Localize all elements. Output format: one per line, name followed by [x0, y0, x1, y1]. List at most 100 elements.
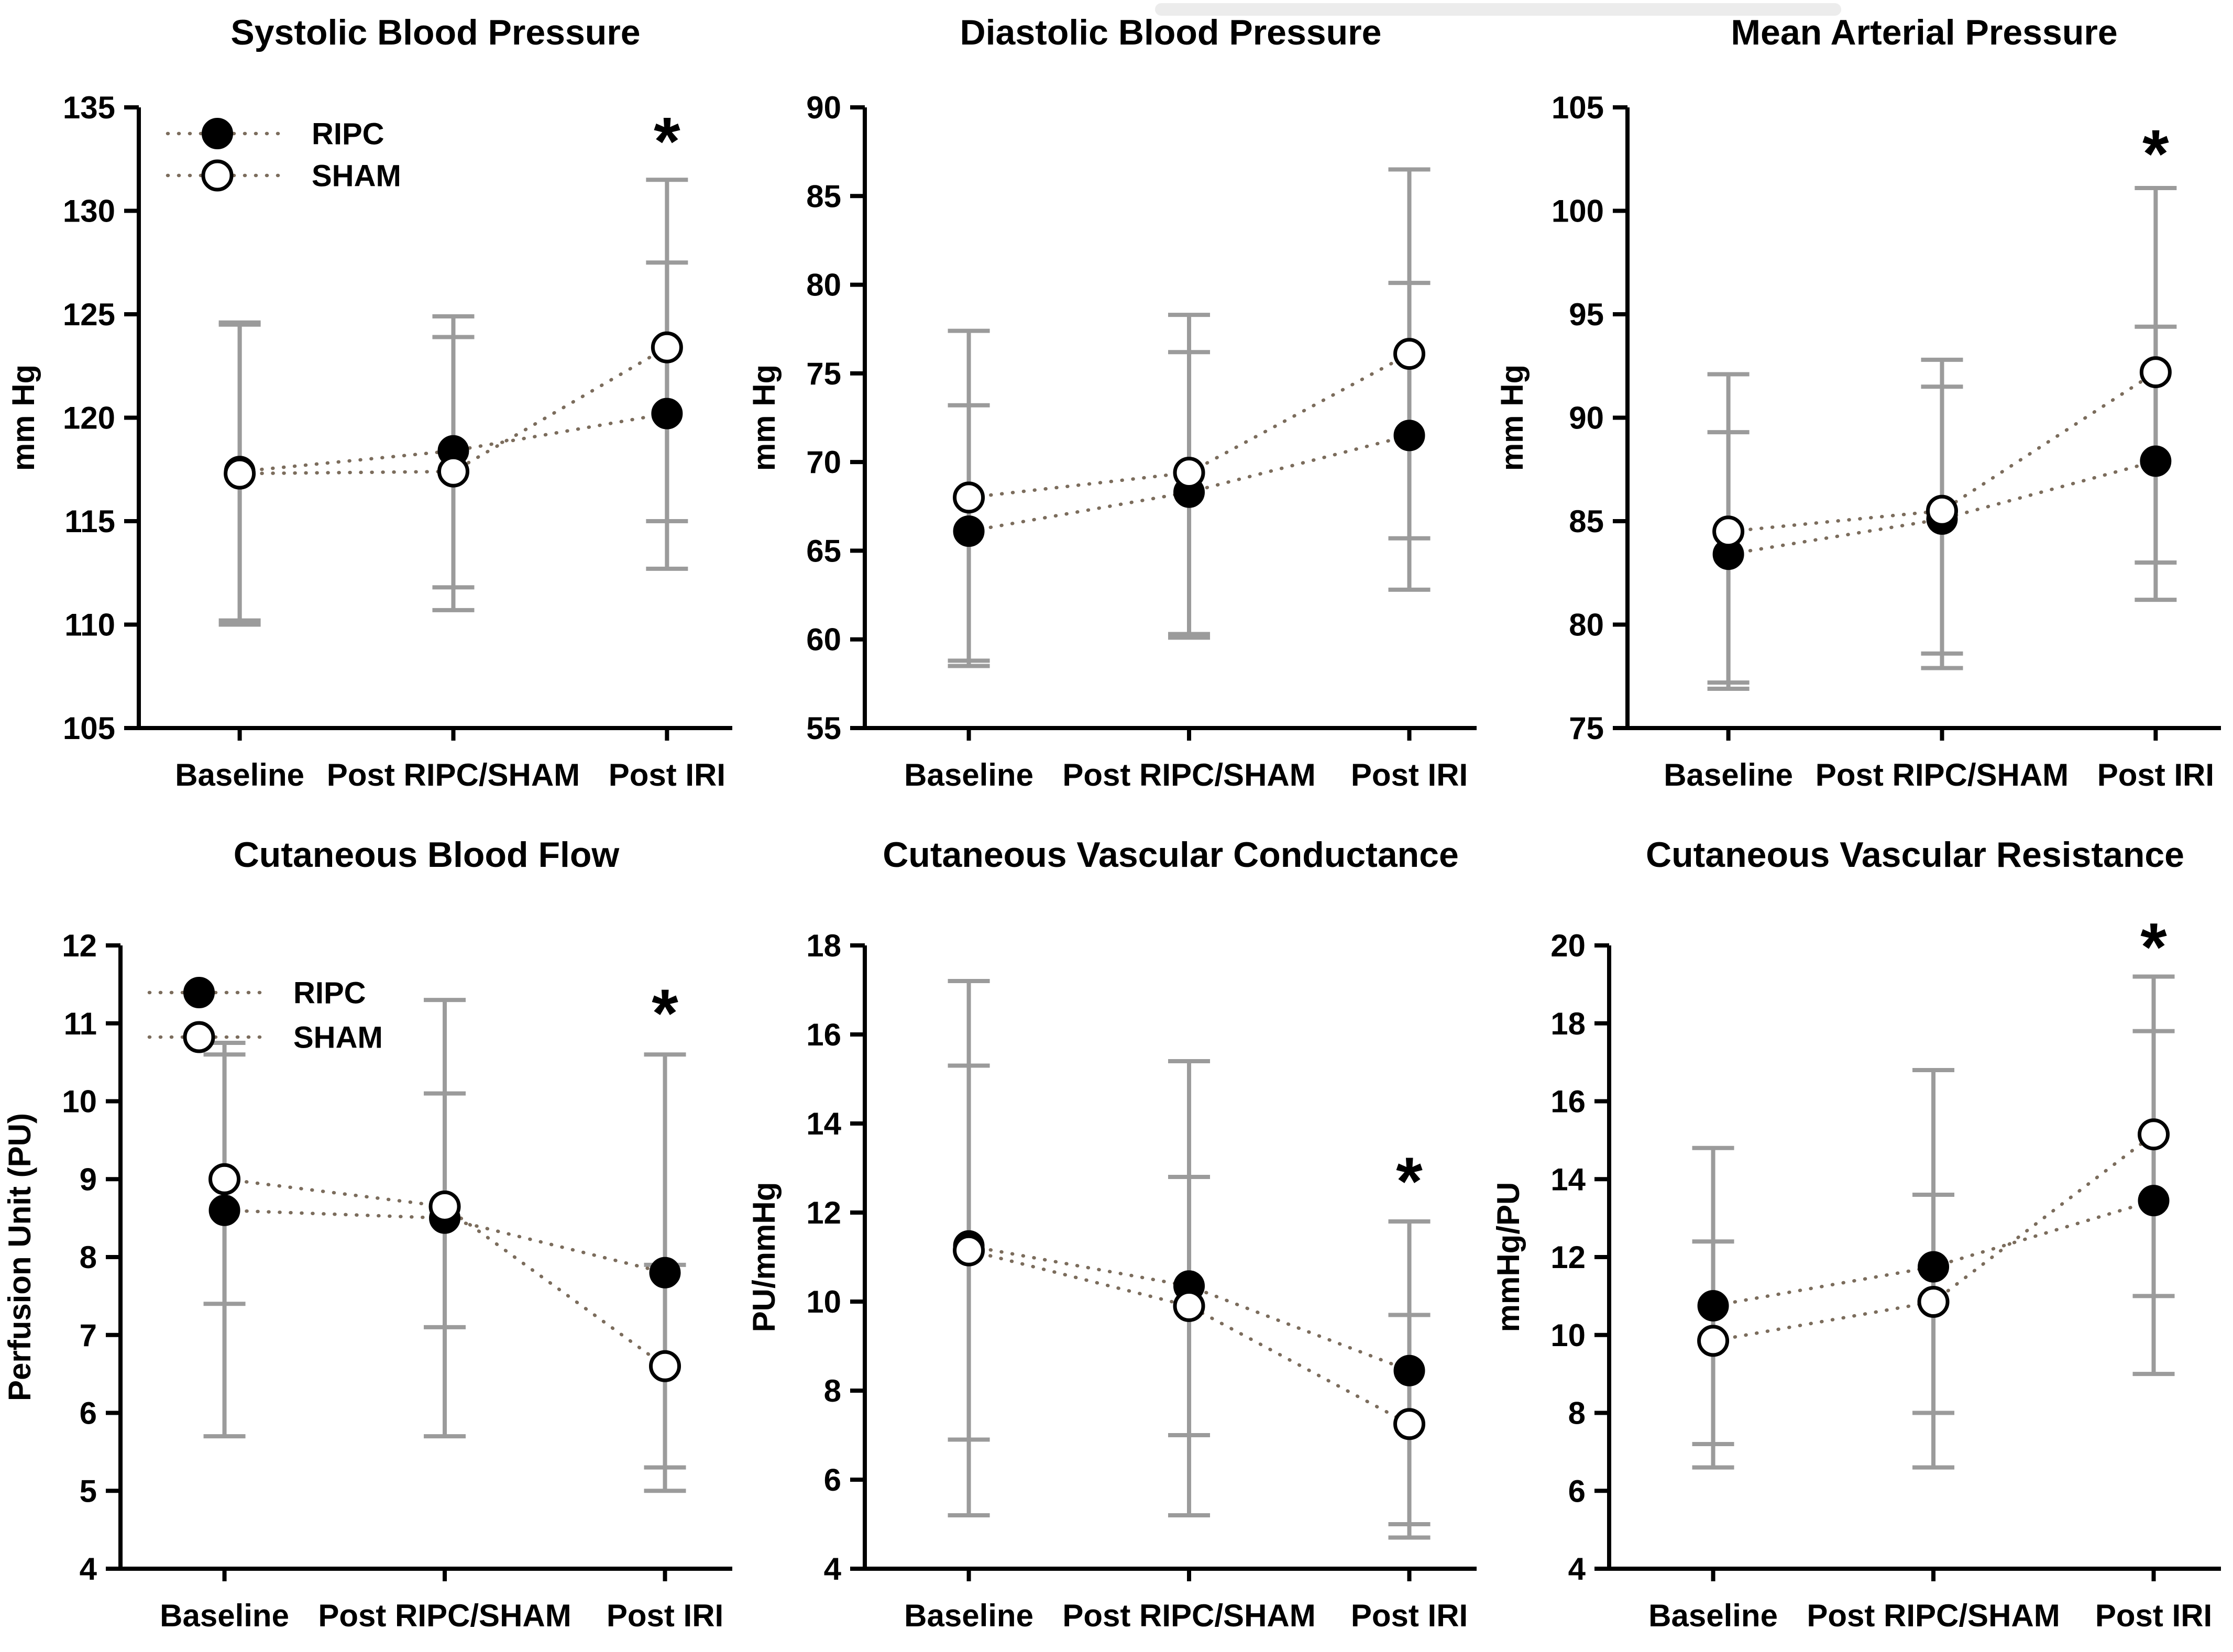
- x-category-label: Baseline: [160, 1598, 289, 1633]
- legend-item-sham: SHAM: [147, 1020, 383, 1054]
- y-tick-label: 4: [824, 1551, 842, 1587]
- chart-svg: Cutaneous Vascular Resistance 4 6 8 10 12 14 16…: [1491, 835, 2221, 1633]
- data-point-sham: [651, 331, 683, 364]
- chart-title: Cutaneous Vascular Conductance: [883, 835, 1459, 875]
- y-tick-label: 4: [80, 1551, 97, 1587]
- data-point-ripc: [1393, 1354, 1425, 1386]
- data-point-sham: [428, 1190, 461, 1223]
- significance-star: *: [654, 103, 680, 180]
- y-axis-label: mmHg/PU: [1491, 1182, 1526, 1332]
- x-category-label: Baseline: [175, 757, 304, 792]
- y-tick-label: 95: [1569, 297, 1604, 332]
- y-tick-label: 18: [1550, 1006, 1586, 1041]
- data-point-ripc: [953, 515, 985, 547]
- data-point-sham: [649, 1350, 681, 1382]
- data-point-ripc: [2138, 1185, 2170, 1217]
- x-category-label: Post RIPC/SHAM: [1807, 1598, 2060, 1633]
- panel-mean-arterial-pressure: Mean Arterial Pressure 75 80 85 90 95 100 105 Ba…: [1489, 0, 2233, 807]
- y-tick-label: 16: [806, 1017, 841, 1052]
- y-tick-label: 8: [1568, 1396, 1586, 1431]
- panel-cutaneous-vascular-conductance: Cutaneous Vascular Conductance 4 6 8 10 12 14 1…: [744, 807, 1489, 1652]
- x-category-label: Post IRI: [2097, 757, 2214, 792]
- chart-svg: Cutaneous Blood Flow 4 5 6 7 8 9 10 11 12 Baseline…: [2, 835, 732, 1633]
- x-category-label: Baseline: [1648, 1598, 1778, 1633]
- significance-star: *: [2140, 909, 2167, 985]
- y-tick-label: 55: [806, 711, 841, 746]
- y-tick-label: 16: [1550, 1084, 1586, 1119]
- legend-item-ripc: RIPC: [147, 976, 366, 1010]
- legend-item-sham: SHAM: [166, 159, 401, 193]
- y-tick-label: 11: [64, 1006, 97, 1041]
- data-point-sham: [1393, 1408, 1426, 1440]
- panel-diastolic-blood-pressure: Diastolic Blood Pressure 55 60 65 70 75 80 85 90…: [744, 0, 1489, 807]
- y-tick-label: 90: [1569, 401, 1604, 436]
- data-point-sham: [1697, 1325, 1730, 1357]
- y-tick-label: 85: [1569, 504, 1604, 539]
- data-point-sham: [1393, 338, 1426, 370]
- significance-star: *: [652, 975, 678, 1051]
- data-point-ripc: [1697, 1290, 1729, 1321]
- y-tick-label: 120: [63, 401, 115, 436]
- y-tick-label: 14: [1550, 1162, 1586, 1197]
- data-point-sham: [953, 481, 985, 514]
- y-axis-label: mm Hg: [6, 365, 41, 471]
- chart-svg: Systolic Blood Pressure 105 110 115 120 125 13…: [6, 13, 732, 792]
- x-category-label: Baseline: [904, 757, 1033, 792]
- legend-label-sham: SHAM: [293, 1020, 383, 1054]
- series-connector-sham: [967, 1249, 1411, 1426]
- x-category-label: Post IRI: [1351, 1598, 1468, 1633]
- legend-label-ripc: RIPC: [312, 117, 384, 151]
- series-connector-ripc: [1726, 459, 2158, 556]
- x-category-label: Post IRI: [2095, 1598, 2212, 1633]
- screenshot-artifact-bar: [1155, 3, 1841, 16]
- y-tick-label: 20: [1550, 928, 1586, 963]
- y-tick-label: 70: [806, 445, 841, 480]
- significance-star: *: [1396, 1143, 1423, 1219]
- data-point-sham: [2138, 1118, 2170, 1151]
- y-tick-label: 10: [1550, 1318, 1586, 1353]
- legend-marker-sham: [183, 1021, 215, 1053]
- x-category-label: Baseline: [1664, 757, 1793, 792]
- y-axis-label: PU/mmHg: [746, 1182, 782, 1332]
- series-connector-sham: [1726, 370, 2158, 533]
- y-tick-label: 6: [1568, 1473, 1586, 1508]
- legend-marker-sham: [201, 159, 234, 192]
- panel-systolic-blood-pressure: Systolic Blood Pressure 105 110 115 120 125 13…: [0, 0, 744, 807]
- data-point-ripc: [651, 398, 683, 429]
- y-tick-label: 9: [80, 1162, 97, 1197]
- data-point-ripc: [2140, 445, 2172, 477]
- y-tick-label: 130: [63, 194, 115, 229]
- chart-title: Cutaneous Vascular Resistance: [1646, 835, 2184, 875]
- y-tick-label: 90: [806, 90, 841, 125]
- legend-marker-ripc: [183, 977, 215, 1008]
- legend-label-sham: SHAM: [312, 159, 401, 193]
- chart-svg: Diastolic Blood Pressure 55 60 65 70 75 80 85 90…: [746, 13, 1477, 792]
- x-category-label: Baseline: [904, 1598, 1033, 1633]
- y-tick-label: 4: [1568, 1551, 1586, 1587]
- data-point-ripc: [1918, 1251, 1950, 1283]
- y-tick-label: 6: [80, 1396, 97, 1431]
- y-tick-label: 7: [80, 1318, 97, 1353]
- data-point-sham: [437, 455, 469, 488]
- significance-star: *: [2142, 115, 2169, 192]
- x-category-label: Post RIPC/SHAM: [1062, 757, 1315, 792]
- y-tick-label: 14: [806, 1106, 841, 1141]
- chart-svg: Mean Arterial Pressure 75 80 85 90 95 100 105 Ba…: [1494, 13, 2221, 792]
- y-tick-label: 75: [1569, 711, 1604, 746]
- y-tick-label: 115: [64, 504, 115, 539]
- panel-cutaneous-blood-flow: Cutaneous Blood Flow 4 5 6 7 8 9 10 11 12 Baseline…: [0, 807, 744, 1652]
- y-tick-label: 5: [80, 1473, 97, 1508]
- data-point-ripc: [649, 1257, 681, 1288]
- x-category-label: Post IRI: [1351, 757, 1468, 792]
- x-category-label: Post IRI: [609, 757, 725, 792]
- y-tick-label: 8: [824, 1373, 841, 1408]
- x-category-label: Post RIPC/SHAM: [318, 1598, 571, 1633]
- legend-marker-ripc: [202, 118, 233, 149]
- y-tick-label: 105: [1552, 90, 1604, 125]
- data-point-ripc: [208, 1194, 240, 1226]
- data-point-ripc: [1393, 420, 1425, 451]
- y-tick-label: 12: [806, 1195, 841, 1230]
- y-tick-label: 60: [806, 622, 841, 657]
- panel-cutaneous-vascular-resistance: Cutaneous Vascular Resistance 4 6 8 10 12 14 16…: [1489, 807, 2233, 1652]
- data-point-sham: [1173, 456, 1205, 489]
